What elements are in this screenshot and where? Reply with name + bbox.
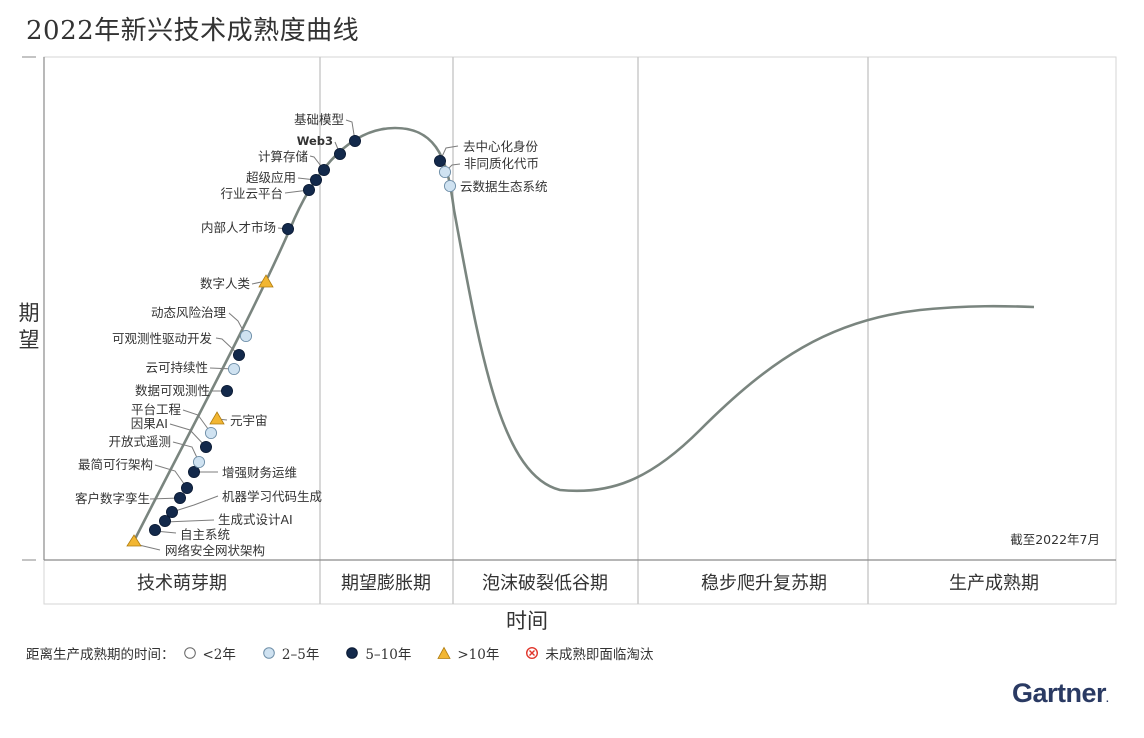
label-opentelemetry: 开放式遥测 [108, 434, 171, 449]
legend-prefix: 距离生产成熟期的时间： [26, 647, 175, 663]
phase-label-slope: 稳步爬升复苏期 [701, 573, 827, 594]
y-axis-label-char-1: 期 [18, 301, 40, 325]
label-generative-design-ai: 生成式设计AI [218, 512, 293, 527]
label-minimum-viable-architecture: 最简可行架构 [78, 457, 153, 472]
label-internal-talent-market: 内部人才市场 [201, 220, 276, 235]
circle-navy-icon [346, 647, 359, 659]
label-web3: Web3 [297, 134, 333, 148]
label-cloud-data-ecosystems: 云数据生态系统 [460, 179, 548, 194]
marker-cloud-sustainability [227, 362, 241, 376]
phase-label-plateau: 生产成熟期 [949, 573, 1039, 594]
legend-item-5to10: 5–10年 [345, 643, 411, 663]
label-data-observability: 数据可观测性 [135, 383, 210, 398]
label-cloud-sustainability: 云可持续性 [145, 360, 208, 375]
label-cybersecurity-mesh: 网络安全网状架构 [165, 543, 265, 558]
marker-digital-humans [258, 274, 274, 288]
label-computational-storage: 计算存储 [258, 149, 308, 164]
chart-title: 2022年新兴技术成熟度曲线 [26, 16, 360, 46]
marker-augmented-finops [187, 465, 200, 478]
marker-web3 [333, 147, 346, 160]
label-observability-driven-dev: 可观测性驱动开发 [112, 331, 213, 346]
marker-metaverse [209, 411, 225, 425]
marker-dynamic-risk-governance [239, 329, 253, 343]
phase-label-peak-expectations: 期望膨胀期 [341, 573, 431, 594]
phase-label-innovation-trigger: 技术萌芽期 [137, 573, 227, 594]
label-ml-code-generation: 机器学习代码生成 [222, 489, 322, 504]
label-dynamic-risk-governance: 动态风险治理 [151, 305, 227, 320]
marker-cybersecurity-mesh [126, 534, 142, 547]
marker-industry-cloud [302, 183, 315, 196]
legend-label-2to5: 2–5年 [281, 647, 320, 663]
label-causal-ai: 因果AI [131, 416, 168, 431]
marker-generative-design-ai [158, 515, 171, 528]
circle-light-blue-icon [263, 647, 275, 659]
y-axis-label: 期 望 [12, 300, 46, 354]
marker-superapps [309, 173, 322, 186]
label-digital-humans: 数字人类 [200, 276, 251, 291]
circle-white-icon [183, 647, 196, 659]
label-superapps: 超级应用 [246, 170, 296, 185]
marker-opentelemetry [192, 455, 206, 469]
label-augmented-finops: 增强财务运维 [222, 465, 297, 480]
phase-label-trough: 泡沫破裂低谷期 [482, 573, 608, 594]
legend: 距离生产成熟期的时间： <2年 2–5年 5–10年 >10年 未成熟即面临淘汰 [26, 643, 679, 663]
date-note: 截至2022年7月 [1010, 532, 1100, 547]
hype-cycle-chart: 网络安全网状架构 自主系统 生成式设计AI 机器学习代码生成 客户数字孪生 最简… [22, 56, 1117, 633]
legend-label-lt2: <2年 [202, 647, 236, 663]
legend-label-5to10: 5–10年 [365, 647, 412, 663]
legend-item-obsolete: 未成熟即面临淘汰 [525, 643, 653, 663]
marker-decentralized-identity [433, 154, 446, 167]
marker-computational-storage [317, 163, 330, 176]
label-industry-cloud: 行业云平台 [220, 186, 283, 201]
legend-item-lt2: <2年 [183, 643, 236, 663]
legend-item-2to5: 2–5年 [262, 643, 319, 663]
triangle-gold-icon [437, 646, 452, 659]
marker-customer-digital-twin [173, 491, 186, 504]
label-nft: 非同质化代币 [464, 156, 539, 171]
brand-logo: Gartner. [1012, 678, 1109, 708]
legend-label-gt10: >10年 [457, 647, 500, 663]
brand-name: Gartner [1012, 678, 1107, 708]
marker-nft [438, 165, 452, 179]
label-platform-engineering: 平台工程 [131, 402, 182, 417]
marker-causal-ai [199, 440, 212, 453]
marker-observability-driven-dev [232, 348, 245, 361]
label-metaverse: 元宇宙 [230, 413, 268, 428]
label-autonomous-systems: 自主系统 [180, 527, 230, 542]
cross-red-icon [526, 646, 539, 660]
marker-data-observability [220, 384, 233, 397]
label-decentralized-identity: 去中心化身份 [463, 139, 539, 154]
marker-cloud-data-ecosystems [443, 179, 457, 193]
marker-foundation-models [348, 134, 361, 147]
label-customer-digital-twin: 客户数字孪生 [75, 491, 150, 506]
marker-ml-code-generation [165, 505, 178, 518]
marker-minimum-viable-architecture [180, 481, 193, 494]
marker-autonomous-systems [148, 524, 161, 537]
x-axis-label: 时间 [506, 609, 548, 633]
marker-internal-talent-market [281, 222, 294, 235]
legend-item-gt10: >10年 [437, 643, 499, 663]
label-foundation-models: 基础模型 [294, 112, 344, 127]
legend-label-obsolete: 未成熟即面临淘汰 [545, 647, 654, 663]
marker-platform-engineering [204, 426, 218, 440]
y-axis-label-char-2: 望 [18, 328, 40, 352]
